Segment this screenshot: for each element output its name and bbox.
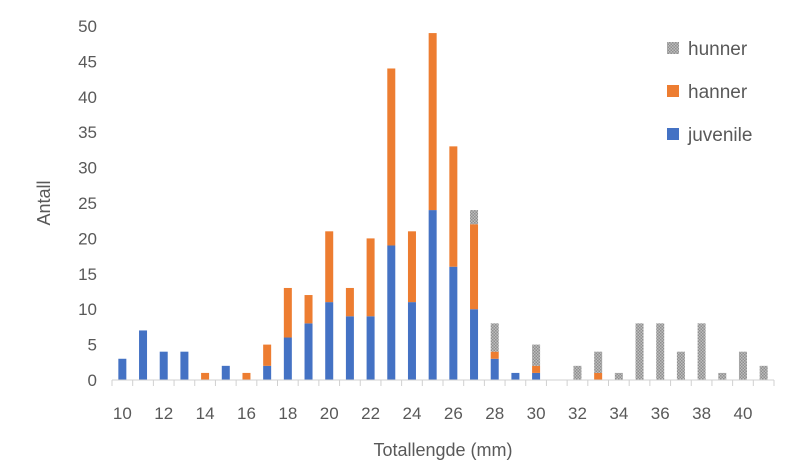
y-tick-label-20: 20 (78, 229, 97, 248)
bar-juvenile-11 (139, 330, 148, 380)
bar-hanner-26 (449, 146, 458, 267)
bar-hanner-14 (201, 372, 210, 380)
bar-hunner-32 (573, 365, 582, 380)
bar-juvenile-28 (490, 358, 499, 380)
y-tick-label-10: 10 (78, 300, 97, 319)
x-axis-ticks: 10 12 14 16 18 20 22 24 26 28 30 32 34 36 38 40 (111, 380, 775, 423)
x-tick-label-22: 22 (361, 404, 380, 423)
bar-hunner-30 (532, 344, 541, 366)
bar-hunner-37 (676, 351, 685, 380)
bar-juvenile-29 (511, 372, 520, 380)
bar-juvenile-24 (407, 302, 416, 380)
bar-hanner-25 (428, 33, 437, 211)
bar-juvenile-30 (532, 372, 541, 380)
y-tick-label-0: 0 (88, 371, 97, 390)
legend-label-hanner: hanner (688, 82, 748, 103)
bar-hunner-27 (470, 210, 479, 225)
bar-hanner-18 (283, 287, 292, 338)
bar-hanner-16 (242, 372, 251, 380)
bar-juvenile-20 (325, 302, 334, 380)
bar-hunner-40 (738, 351, 747, 380)
bar-juvenile-12 (159, 351, 168, 380)
x-tick-label-36: 36 (651, 404, 670, 423)
x-axis-title: Totallengde (mm) (373, 440, 512, 460)
y-tick-label-50: 50 (78, 17, 97, 36)
bar-hunner-36 (656, 323, 665, 380)
bar-juvenile-27 (470, 309, 479, 380)
x-tick-label-16: 16 (237, 404, 256, 423)
x-tick-label-26: 26 (444, 404, 463, 423)
x-tick-label-12: 12 (154, 404, 173, 423)
bar-hanner-28 (490, 351, 499, 359)
y-tick-label-15: 15 (78, 265, 97, 284)
legend: hunner hanner juvenile (667, 39, 752, 146)
x-tick-label-32: 32 (568, 404, 587, 423)
x-tick-label-18: 18 (278, 404, 297, 423)
y-axis-ticks: 0 5 10 15 20 25 30 35 40 45 50 (78, 17, 97, 390)
x-tick-label-20: 20 (320, 404, 339, 423)
bar-juvenile-21 (345, 316, 354, 380)
x-tick-label-28: 28 (485, 404, 504, 423)
x-tick-label-14: 14 (196, 404, 215, 423)
x-tick-label-34: 34 (609, 404, 628, 423)
legend-swatch-juvenile (667, 128, 679, 140)
bar-hanner-21 (345, 287, 354, 317)
bar-hunner-41 (759, 365, 768, 380)
bar-hanner-23 (387, 68, 396, 246)
bar-juvenile-19 (304, 323, 313, 380)
y-tick-label-45: 45 (78, 52, 97, 71)
bar-hunner-38 (697, 323, 706, 380)
y-tick-label-25: 25 (78, 194, 97, 213)
bar-hunner-39 (718, 372, 727, 380)
y-tick-label-30: 30 (78, 159, 97, 178)
bar-juvenile-26 (449, 266, 458, 380)
legend-label-hunner: hunner (688, 39, 748, 60)
bar-juvenile-15 (221, 365, 230, 380)
bar-juvenile-23 (387, 245, 396, 380)
y-tick-label-40: 40 (78, 88, 97, 107)
bar-juvenile-22 (366, 316, 375, 380)
x-tick-label-40: 40 (734, 404, 753, 423)
bar-hunner-28 (490, 323, 499, 352)
legend-label-juvenile: juvenile (687, 125, 752, 146)
bar-hanner-30 (532, 365, 541, 373)
x-tick-label-24: 24 (403, 404, 422, 423)
bar-juvenile-25 (428, 210, 437, 380)
bar-juvenile-10 (118, 358, 127, 380)
bar-hunner-35 (635, 323, 644, 380)
bar-juvenile-18 (283, 337, 292, 380)
bar-hanner-27 (470, 224, 479, 310)
bar-hunner-33 (594, 351, 603, 373)
bar-hanner-33 (594, 372, 603, 380)
bar-hunner-34 (614, 372, 623, 380)
y-axis-title: Antall (34, 180, 54, 225)
y-tick-label-5: 5 (88, 336, 97, 355)
bar-hanner-22 (366, 238, 375, 317)
x-tick-label-10: 10 (113, 404, 132, 423)
bar-hanner-20 (325, 231, 334, 303)
legend-swatch-hunner (667, 42, 679, 54)
bar-juvenile-13 (180, 351, 189, 380)
bar-juvenile-17 (263, 365, 272, 380)
legend-swatch-hanner (667, 85, 679, 97)
y-tick-label-35: 35 (78, 123, 97, 142)
bar-hanner-19 (304, 295, 313, 324)
x-tick-label-38: 38 (692, 404, 711, 423)
bar-hanner-17 (263, 344, 272, 366)
bar-hanner-24 (407, 231, 416, 303)
x-tick-label-30: 30 (527, 404, 546, 423)
bars (118, 33, 768, 380)
